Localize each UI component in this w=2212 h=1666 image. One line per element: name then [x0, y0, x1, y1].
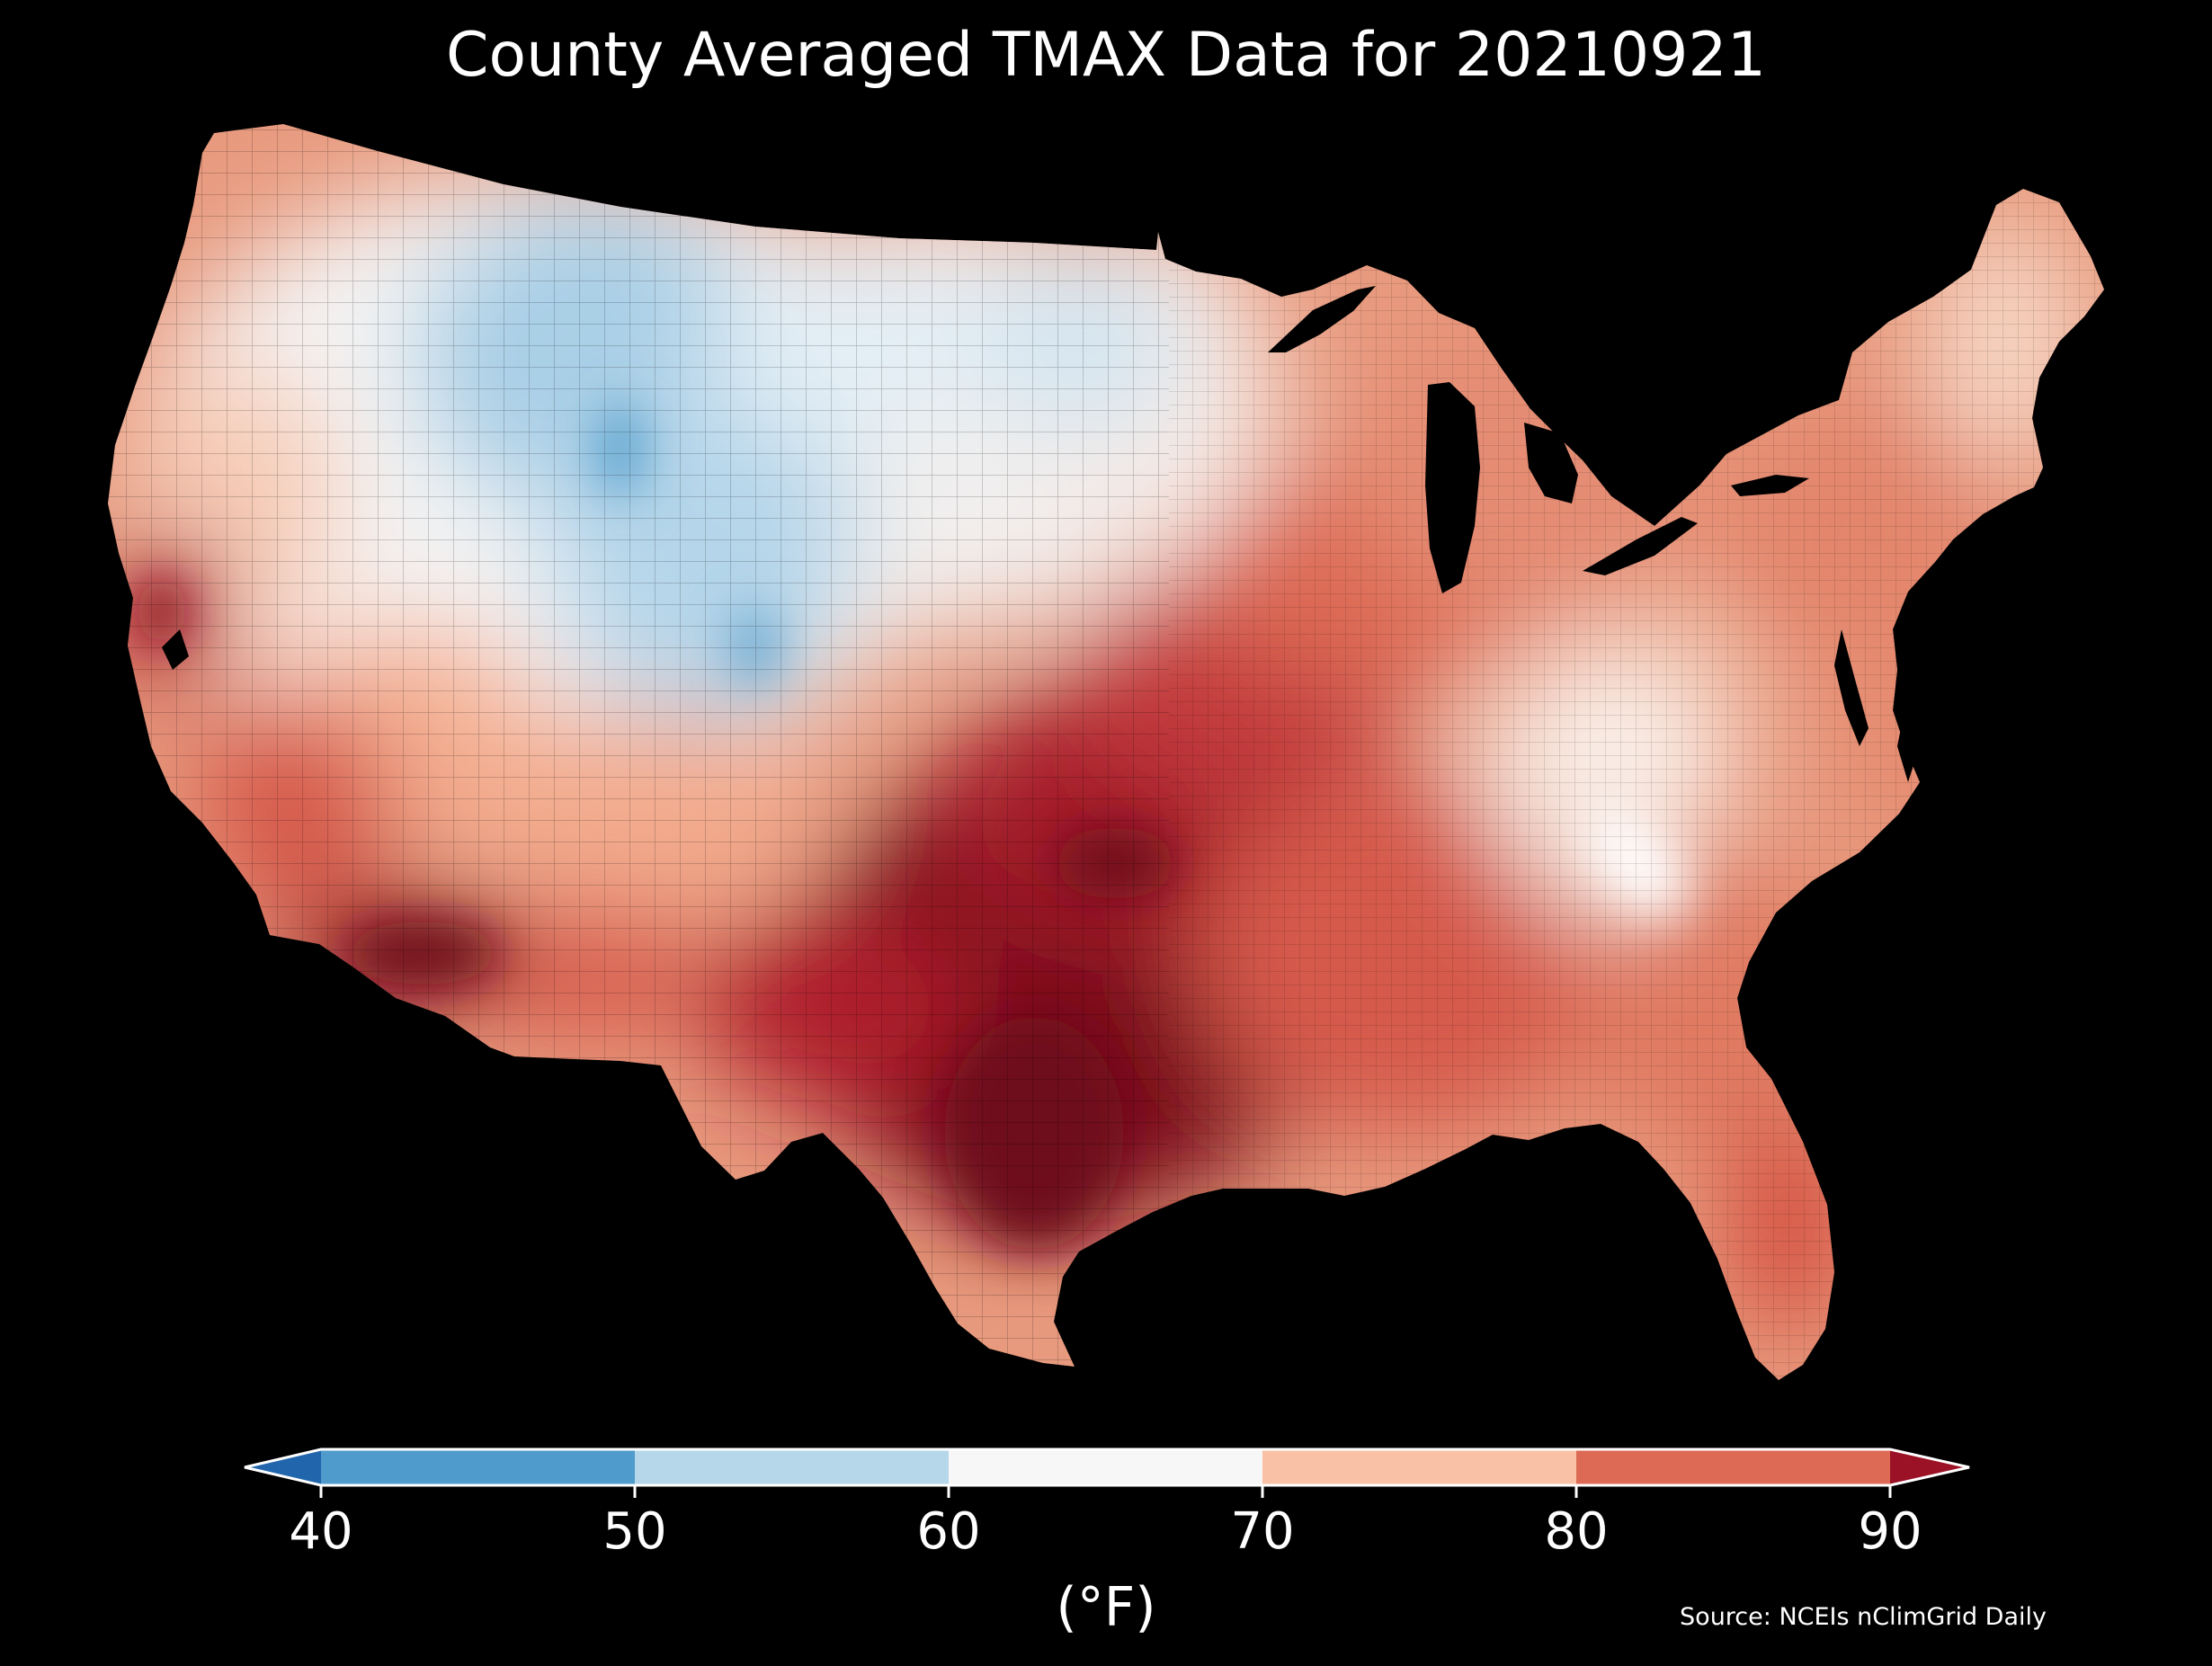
colorbar	[244, 1448, 1970, 1498]
colorbar-bin-40-50	[321, 1449, 635, 1485]
great-lakes	[1268, 286, 1809, 593]
county-lines-west	[108, 124, 1169, 1380]
delaware-bay	[1897, 710, 1915, 782]
map-title: County Averaged TMAX Data for 20210921	[446, 20, 1766, 91]
colorbar-unit-label: (°F)	[1056, 1576, 1156, 1639]
tick-label-90: 90	[1858, 1502, 1922, 1561]
colorbar-extend-low	[245, 1449, 321, 1485]
lake-huron	[1524, 423, 1578, 503]
tick-label-50: 50	[602, 1502, 667, 1561]
tick-label-60: 60	[916, 1502, 981, 1561]
colorbar-bin-70-80	[1262, 1449, 1576, 1485]
lake-erie	[1583, 517, 1698, 575]
tick-label-80: 80	[1544, 1502, 1609, 1561]
colorbar-bin-60-70	[949, 1449, 1262, 1485]
lake-ontario	[1731, 475, 1809, 496]
colorbar-extend-high	[1890, 1449, 1969, 1485]
colorbar-bin-80-90	[1576, 1449, 1890, 1485]
san-francisco-bay	[162, 629, 189, 670]
lake-michigan	[1425, 382, 1480, 593]
tick-label-70: 70	[1230, 1502, 1295, 1561]
county-lines-east	[1169, 124, 2104, 1380]
coastal-bays	[162, 629, 1915, 782]
tick-label-40: 40	[289, 1502, 353, 1561]
source-credit: Source: NCEIs nClimGrid Daily	[1680, 1603, 2047, 1631]
lake-superior	[1268, 286, 1376, 352]
colorbar-bin-50-60	[635, 1449, 949, 1485]
chesapeake-bay	[1834, 629, 1869, 746]
